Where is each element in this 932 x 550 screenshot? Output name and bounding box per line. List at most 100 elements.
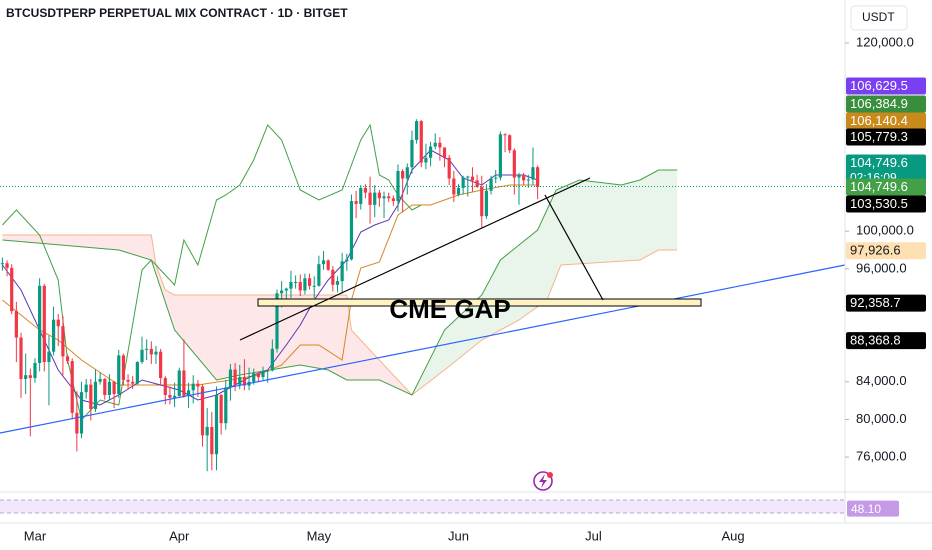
price-label-bg — [846, 112, 926, 130]
candle-body — [238, 377, 242, 385]
base-line — [2, 184, 538, 386]
candle-body — [447, 157, 451, 179]
cloud-fill — [570, 182, 575, 265]
cloud-fill — [672, 170, 678, 251]
candle-body — [135, 362, 139, 384]
candle-body — [466, 176, 470, 178]
cloud-fill — [365, 345, 371, 380]
y-tick-label: 96,000.0 — [856, 260, 907, 275]
cloud-fill — [546, 199, 552, 301]
candle-body — [345, 259, 349, 262]
cloud-fill — [518, 241, 524, 321]
candle-body — [335, 281, 340, 285]
candle-body — [526, 179, 530, 181]
cloud-fill — [505, 252, 510, 328]
candle-body — [224, 387, 228, 424]
cloud-fill — [193, 295, 198, 358]
cloud-fill — [379, 360, 385, 383]
candle-body — [312, 285, 316, 287]
cloud-fill — [523, 237, 529, 317]
price-label: 103,530.5 — [850, 196, 908, 211]
cloud-fill — [458, 312, 464, 359]
cloud-fill — [235, 295, 240, 377]
candle-body — [51, 319, 56, 352]
cloud-fill — [644, 175, 650, 258]
price-label-bg — [846, 332, 926, 350]
cloud-fill — [370, 350, 375, 380]
candle-body — [387, 196, 391, 199]
cloud-fill — [663, 170, 668, 251]
cloud-fill — [67, 234, 73, 247]
cloud-fill — [500, 256, 506, 331]
cloud-fill — [44, 234, 49, 244]
cloud-fill — [612, 183, 617, 262]
candle-body — [317, 264, 321, 286]
cloud-fill — [584, 180, 589, 264]
cloud-fill — [635, 180, 640, 261]
cloud-fill — [221, 295, 226, 379]
chart-title: BTCUSDTPERP PERPETUAL MIX CONTRACT · 1D … — [6, 6, 348, 20]
cloud-fill — [667, 170, 673, 251]
candle-body — [363, 187, 368, 193]
span-a-line — [2, 169, 678, 396]
cloud-fill — [314, 295, 319, 369]
candle-body — [98, 378, 102, 382]
candle-body — [410, 139, 414, 168]
cloud-fill — [25, 234, 31, 243]
cloud-fill — [486, 277, 492, 338]
candle-body — [307, 278, 312, 286]
candle-body — [424, 157, 428, 163]
cloud-fill — [253, 295, 259, 373]
cloud-fill — [202, 295, 208, 369]
candle-body — [14, 311, 18, 338]
projection-line — [544, 194, 604, 301]
cloud-fill — [155, 264, 161, 289]
candle-body — [349, 201, 354, 260]
cloud-fill — [477, 295, 482, 344]
candle-body — [5, 263, 9, 268]
price-label-bg — [846, 128, 926, 146]
rsi-label-bg — [847, 500, 899, 517]
cloud-fill — [128, 234, 133, 255]
candle-body — [47, 351, 51, 363]
y-tick-label: 120,000.0 — [856, 34, 914, 49]
candle-body — [494, 177, 498, 179]
cloud-fill — [425, 357, 431, 385]
candle-body — [536, 167, 540, 187]
cloud-fill — [207, 295, 212, 375]
plot-layer — [0, 119, 845, 512]
candle-body — [205, 426, 209, 436]
cloud-fill — [142, 234, 147, 259]
candle-body — [266, 370, 270, 372]
cloud-fill — [188, 295, 194, 353]
cloud-fill — [114, 234, 119, 251]
cloud-fill — [90, 234, 96, 249]
cloud-fill — [132, 234, 138, 256]
cloud-fill — [649, 172, 654, 256]
candle-body — [79, 392, 84, 434]
cloud-fill — [62, 234, 68, 246]
cloud-fill — [653, 170, 659, 253]
cloud-fill — [435, 339, 440, 378]
candle-body — [517, 174, 521, 178]
candle-body — [214, 394, 219, 455]
x-tick-label: Mar — [24, 528, 47, 543]
cloud-fill — [579, 180, 585, 264]
candle-body — [121, 355, 126, 380]
cloud-fill — [300, 295, 305, 366]
candle-body — [498, 134, 502, 178]
y-tick-label: 80,000.0 — [856, 411, 907, 426]
cloud-fill — [2, 234, 8, 241]
price-label-bg — [846, 294, 926, 312]
price-label: 106,140.4 — [850, 113, 908, 128]
y-tick-label: 100,000.0 — [856, 223, 914, 238]
candle-body — [391, 198, 395, 202]
candle-body — [154, 351, 158, 355]
cloud-fill — [346, 295, 352, 380]
cloud-fill — [86, 234, 91, 248]
candle-body — [280, 290, 284, 294]
candle-body — [89, 384, 93, 410]
price-label-bg — [846, 95, 926, 113]
candle-body — [340, 261, 344, 282]
price-label: 92,358.7 — [850, 295, 901, 310]
